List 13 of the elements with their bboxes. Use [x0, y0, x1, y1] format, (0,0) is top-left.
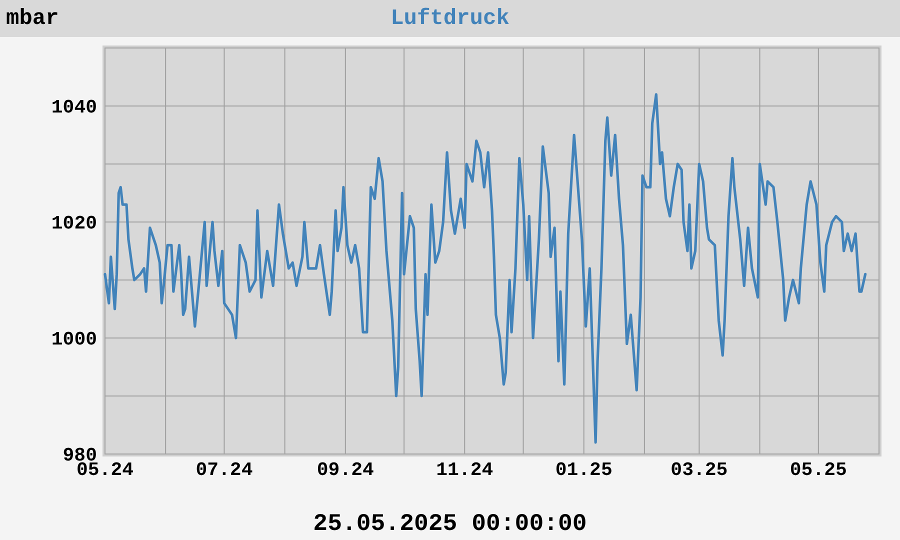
x-tick-label: 01.25 [555, 459, 612, 481]
x-tick-label: 09.24 [316, 459, 374, 481]
x-tick-label: 05.25 [790, 459, 847, 481]
y-tick-label: 1040 [51, 96, 97, 119]
x-tick-label: 11.24 [436, 459, 494, 481]
x-tick-label: 03.25 [670, 459, 728, 481]
line-series [104, 93, 867, 444]
y-tick-label: 1020 [51, 212, 97, 235]
text: 25.05.2025 00:00:00 [313, 511, 587, 538]
x-tick-label: 07.24 [196, 459, 253, 481]
y-axis-title: mbar [6, 6, 59, 31]
y-tick-label: 1000 [51, 328, 97, 351]
chart-title: Luftdruck [390, 6, 510, 31]
